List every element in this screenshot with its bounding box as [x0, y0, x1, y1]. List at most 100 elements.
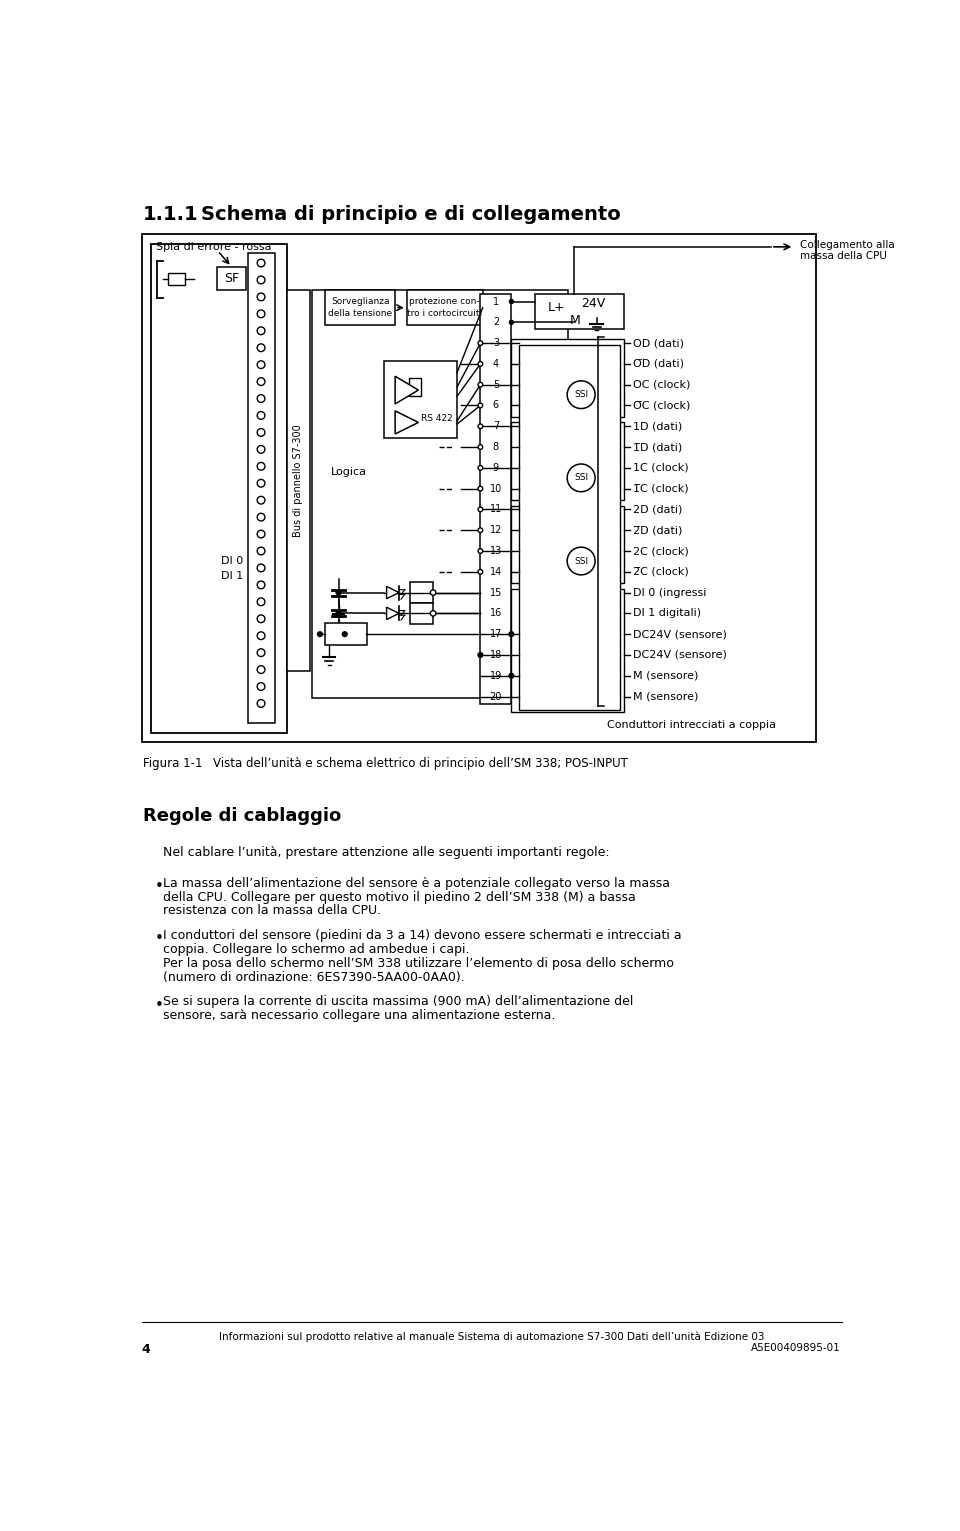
Circle shape	[257, 666, 265, 674]
Circle shape	[509, 320, 515, 325]
Bar	[519, 344, 620, 710]
Bar	[217, 266, 247, 289]
Text: M (sensore): M (sensore)	[633, 671, 699, 681]
Bar	[168, 273, 185, 285]
Circle shape	[478, 444, 483, 450]
Text: Se si supera la corrente di uscita massima (900 mA) dell’alimentazione del: Se si supera la corrente di uscita massi…	[162, 995, 633, 1009]
Text: 18: 18	[490, 651, 502, 660]
Circle shape	[257, 462, 265, 470]
Bar	[325, 289, 396, 326]
Text: •: •	[155, 879, 164, 894]
Circle shape	[257, 446, 265, 453]
Polygon shape	[396, 377, 419, 404]
Text: 7: 7	[492, 421, 499, 432]
Bar	[512, 423, 624, 501]
Text: 1̅C (clock): 1̅C (clock)	[633, 484, 688, 493]
Circle shape	[257, 309, 265, 318]
Circle shape	[257, 429, 265, 436]
Text: 4: 4	[142, 1343, 151, 1355]
Circle shape	[257, 513, 265, 521]
Circle shape	[509, 299, 515, 305]
Text: protezione con-: protezione con-	[409, 297, 480, 306]
Circle shape	[335, 589, 342, 596]
Text: 1D (dati): 1D (dati)	[633, 421, 683, 432]
Circle shape	[478, 487, 483, 491]
Text: 5: 5	[492, 380, 499, 390]
Text: DI 1: DI 1	[221, 571, 244, 582]
Bar	[151, 243, 287, 733]
Text: massa della CPU: massa della CPU	[801, 251, 887, 262]
Circle shape	[567, 547, 595, 574]
Text: 12: 12	[490, 525, 502, 536]
Circle shape	[567, 464, 595, 491]
Text: Figura 1-1: Figura 1-1	[143, 758, 203, 770]
Text: DC24V (sensore): DC24V (sensore)	[633, 651, 727, 660]
Circle shape	[257, 496, 265, 504]
Text: Regole di cablaggio: Regole di cablaggio	[143, 807, 342, 825]
Text: Informazioni sul prodotto relative al manuale Sistema di automazione S7-300 Dati: Informazioni sul prodotto relative al ma…	[219, 1330, 765, 1341]
Bar	[383, 361, 457, 438]
Text: Logica: Logica	[330, 467, 367, 478]
Text: 15: 15	[490, 588, 502, 597]
Bar	[480, 294, 512, 704]
Circle shape	[335, 611, 342, 617]
Text: SF: SF	[224, 273, 239, 285]
Circle shape	[257, 530, 265, 537]
Circle shape	[478, 383, 483, 387]
Text: 4: 4	[492, 358, 499, 369]
Text: 1̅D (dati): 1̅D (dati)	[633, 442, 683, 452]
Bar	[512, 505, 624, 583]
Bar	[320, 446, 378, 499]
Bar	[535, 294, 624, 329]
Text: O̅C (clock): O̅C (clock)	[633, 401, 690, 410]
Circle shape	[257, 395, 265, 403]
Circle shape	[257, 292, 265, 300]
Text: Per la posa dello schermo nell’SM 338 utilizzare l’elemento di posa dello scherm: Per la posa dello schermo nell’SM 338 ut…	[162, 957, 674, 969]
Circle shape	[257, 276, 265, 283]
Text: DC24V (sensore): DC24V (sensore)	[633, 629, 727, 638]
Polygon shape	[387, 586, 399, 599]
Text: Sorveglianza: Sorveglianza	[331, 297, 390, 306]
Text: •: •	[155, 998, 164, 1012]
Circle shape	[478, 548, 483, 553]
Text: Spia di errore - rossa: Spia di errore - rossa	[156, 242, 271, 253]
Circle shape	[257, 615, 265, 623]
Text: 2̅C (clock): 2̅C (clock)	[633, 566, 689, 577]
Text: I conduttori del sensore (piedini da 3 a 14) devono essere schermati e intreccia: I conduttori del sensore (piedini da 3 a…	[162, 929, 682, 942]
Text: 2D (dati): 2D (dati)	[633, 504, 683, 514]
Text: 20: 20	[490, 692, 502, 701]
Circle shape	[430, 611, 436, 615]
Text: OC (clock): OC (clock)	[633, 380, 690, 390]
Circle shape	[257, 361, 265, 369]
Text: 17: 17	[490, 629, 502, 638]
Text: M: M	[569, 314, 580, 326]
Bar	[407, 289, 483, 326]
Text: 2̅D (dati): 2̅D (dati)	[633, 525, 683, 536]
Circle shape	[477, 652, 484, 658]
Bar	[142, 234, 816, 743]
Text: 24V: 24V	[581, 297, 605, 311]
Text: 13: 13	[490, 547, 502, 556]
Text: Bus di pannello S7-300: Bus di pannello S7-300	[293, 424, 303, 536]
Text: resistenza con la massa della CPU.: resistenza con la massa della CPU.	[162, 905, 381, 917]
Bar	[512, 340, 624, 416]
Text: 1.1.1: 1.1.1	[143, 205, 199, 224]
Circle shape	[257, 582, 265, 589]
Circle shape	[257, 479, 265, 487]
Circle shape	[430, 589, 436, 596]
Text: SSI: SSI	[574, 390, 588, 400]
Text: RS 422: RS 422	[420, 413, 452, 423]
Circle shape	[478, 570, 483, 574]
Circle shape	[257, 700, 265, 707]
Text: DI 0: DI 0	[221, 556, 244, 566]
Bar	[512, 589, 624, 712]
Circle shape	[478, 361, 483, 366]
Text: DI 1 digitali): DI 1 digitali)	[633, 608, 701, 619]
Text: Nel cablare l’unità, prestare attenzione alle seguenti importanti regole:: Nel cablare l’unità, prestare attenzione…	[162, 847, 610, 859]
Circle shape	[257, 547, 265, 554]
Text: 2C (clock): 2C (clock)	[633, 547, 689, 556]
Text: tro i cortocircuiti: tro i cortocircuiti	[407, 309, 482, 317]
Text: OD (dati): OD (dati)	[633, 338, 684, 348]
Text: sensore, sarà necessario collegare una alimentazione esterna.: sensore, sarà necessario collegare una a…	[162, 1009, 555, 1023]
Text: 9: 9	[492, 462, 499, 473]
